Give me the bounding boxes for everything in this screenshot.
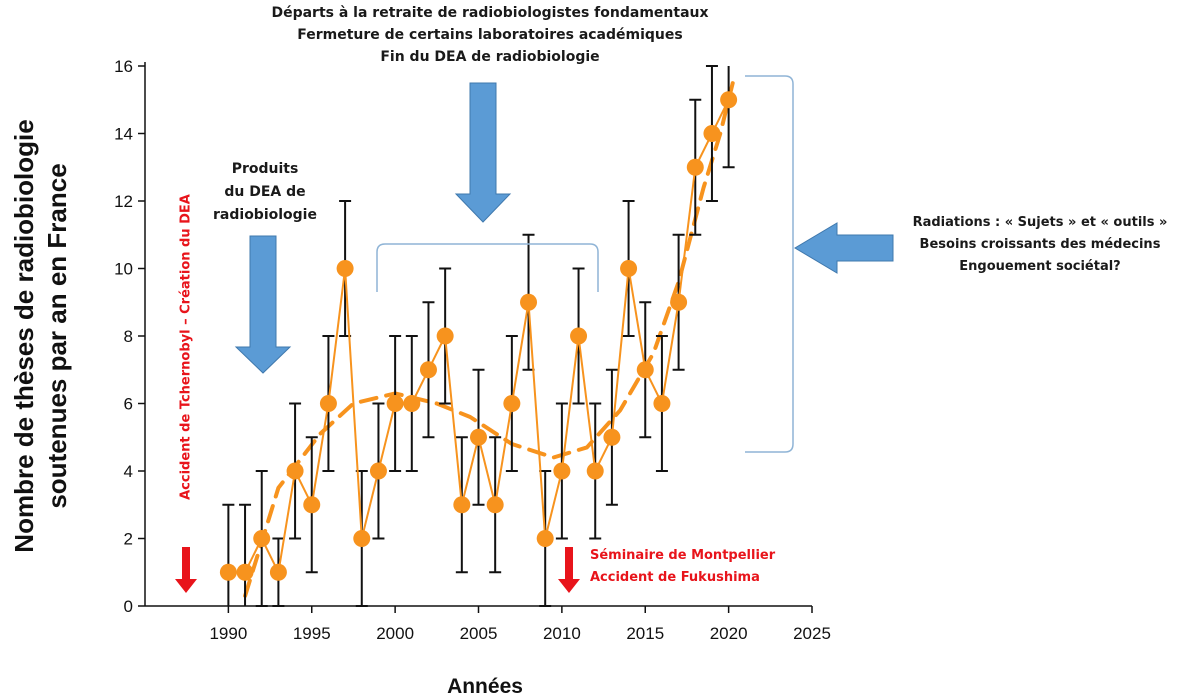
red-arrow-fukushima bbox=[558, 547, 580, 593]
annotation-tchernobyl: Accident de Tchernobyl – Création du DEA bbox=[179, 194, 194, 500]
blue-arrow-right bbox=[794, 222, 894, 274]
data-point bbox=[603, 428, 621, 446]
data-point bbox=[369, 462, 387, 480]
y-tick-label: 0 bbox=[124, 597, 133, 616]
data-point bbox=[636, 361, 654, 379]
data-point bbox=[620, 260, 638, 277]
y-tick-label: 16 bbox=[114, 57, 133, 76]
data-point bbox=[419, 361, 437, 379]
x-tick-label: 2025 bbox=[793, 624, 831, 643]
y-axis-label: soutenues par an en France bbox=[42, 163, 72, 508]
y-tick-label: 4 bbox=[124, 462, 133, 481]
data-point bbox=[486, 496, 504, 514]
annotation-montpellier-line: Accident de Fukushima bbox=[590, 570, 760, 585]
annotation-right-line: Besoins croissants des médecins bbox=[919, 237, 1161, 252]
blue-arrow-retirement bbox=[454, 82, 512, 223]
annotation-dea: Produits du DEA de radiobiologie bbox=[195, 158, 335, 227]
annotation-dea-line: radiobiologie bbox=[213, 207, 317, 223]
data-point bbox=[586, 462, 604, 480]
y-tick-label: 6 bbox=[124, 395, 133, 414]
data-point bbox=[653, 395, 671, 412]
axes: 0 2 4 6 8 10 12 14 16 1990 1995 2000 2005 2010 2015 202… bbox=[9, 57, 831, 696]
y-tick-label: 2 bbox=[124, 530, 133, 549]
annotation-right: Radiations : « Sujets » et « outils » Be… bbox=[885, 212, 1195, 278]
annotation-right-line: Engouement sociétal? bbox=[959, 259, 1121, 274]
bracket-right bbox=[745, 75, 794, 453]
data-point bbox=[503, 395, 521, 412]
data-point bbox=[703, 125, 721, 142]
annotation-top-line: Fin du DEA de radiobiologie bbox=[380, 49, 600, 65]
red-arrow-tchernobyl bbox=[175, 547, 197, 593]
annotation-dea-line: du DEA de bbox=[224, 184, 306, 200]
data-point bbox=[319, 395, 337, 412]
bracket-middle bbox=[376, 243, 599, 292]
data-point bbox=[470, 428, 487, 446]
data-point bbox=[303, 496, 321, 514]
x-axis-label: Années bbox=[447, 675, 523, 696]
x-tick-label: 2015 bbox=[626, 624, 664, 643]
data-point bbox=[436, 327, 454, 345]
data-point bbox=[536, 530, 554, 547]
data-point bbox=[336, 260, 354, 277]
annotation-montpellier: Séminaire de Montpellier Accident de Fuk… bbox=[590, 545, 775, 589]
data-point bbox=[686, 158, 704, 176]
data-point bbox=[553, 462, 571, 480]
data-point bbox=[253, 530, 271, 547]
x-tick-label: 2010 bbox=[543, 624, 581, 643]
data-point bbox=[269, 563, 287, 581]
data-point bbox=[570, 327, 588, 345]
data-point bbox=[353, 530, 371, 547]
annotation-top-line: Fermeture de certains laboratoires acadé… bbox=[297, 27, 683, 43]
data-point bbox=[219, 563, 237, 581]
data-point bbox=[670, 293, 688, 311]
annotation-top-line: Départs à la retraite de radiobiologiste… bbox=[271, 5, 709, 21]
y-tick-label: 12 bbox=[114, 192, 133, 211]
x-tick-label: 2020 bbox=[710, 624, 748, 643]
y-axis-label: Nombre de thèses de radiobiologie bbox=[9, 119, 39, 552]
data-point bbox=[286, 462, 304, 480]
annotation-right-line: Radiations : « Sujets » et « outils » bbox=[912, 215, 1168, 230]
y-tick-label: 14 bbox=[114, 125, 133, 144]
decorations: Accident de Tchernobyl – Création du DEA bbox=[175, 75, 894, 593]
data-point bbox=[403, 395, 421, 412]
blue-arrow-dea bbox=[234, 235, 292, 374]
data-point bbox=[720, 91, 738, 109]
x-tick-label: 1995 bbox=[293, 624, 331, 643]
x-tick-label: 2000 bbox=[376, 624, 414, 643]
annotation-top: Départs à la retraite de radiobiologiste… bbox=[210, 2, 770, 68]
y-tick-label: 8 bbox=[124, 327, 133, 346]
x-tick-label: 2005 bbox=[460, 624, 498, 643]
series bbox=[219, 91, 738, 581]
data-point bbox=[386, 395, 404, 412]
data-point bbox=[520, 293, 538, 311]
annotation-montpellier-line: Séminaire de Montpellier bbox=[590, 548, 776, 563]
data-point bbox=[236, 563, 254, 581]
y-tick-label: 10 bbox=[114, 260, 133, 279]
x-tick-label: 1990 bbox=[209, 624, 247, 643]
annotation-dea-line: Produits bbox=[231, 161, 299, 177]
data-point bbox=[453, 496, 471, 514]
